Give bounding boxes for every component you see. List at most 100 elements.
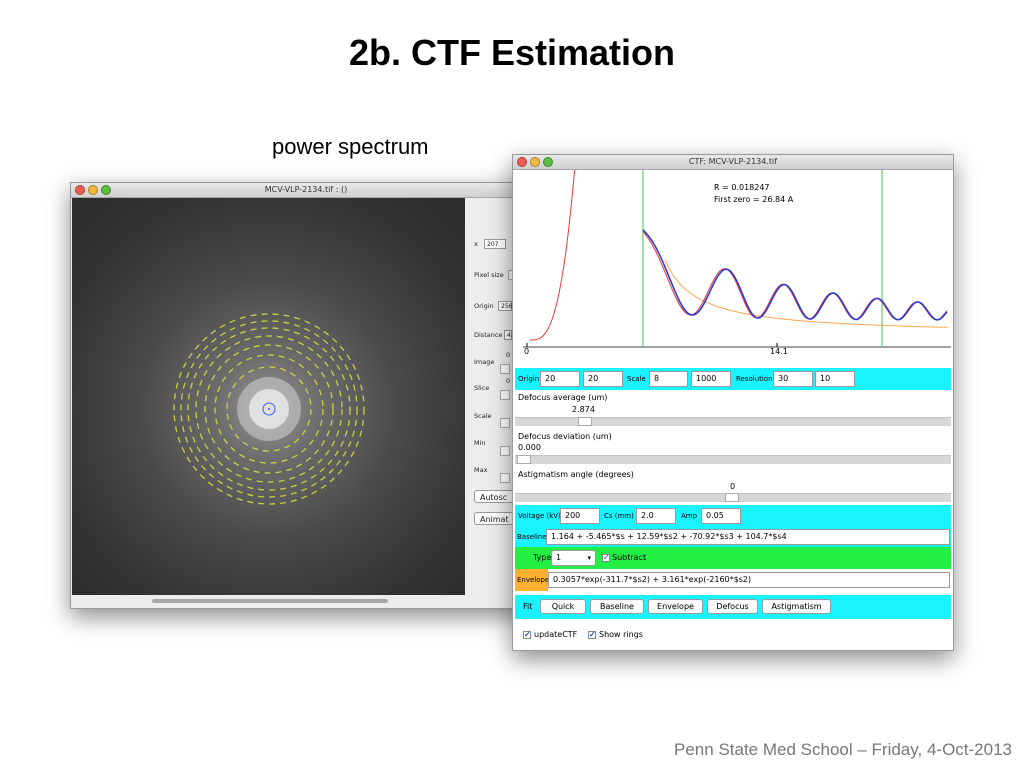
show-rings-label: Show rings <box>599 630 643 639</box>
scale-slider[interactable] <box>500 418 510 428</box>
window-controls <box>517 157 556 167</box>
slice-slider[interactable] <box>500 390 510 400</box>
resolution-label: Resolution <box>736 375 773 383</box>
min-label: Min <box>474 439 486 447</box>
ctf-window-titlebar[interactable]: CTF: MCV-VLP-2134.tif <box>513 155 953 170</box>
x-tick-0: 0 <box>524 347 529 356</box>
ctf-ring-5 <box>187 327 351 491</box>
amp-field[interactable]: 0.05 <box>701 508 741 524</box>
defocus-average-thumb[interactable] <box>578 417 592 426</box>
x-label: x <box>474 240 478 248</box>
update-ctf-checkbox[interactable]: ✓ <box>523 630 531 639</box>
astigmatism-angle-value: 0 <box>730 482 736 491</box>
minimize-icon[interactable] <box>530 157 540 167</box>
x-field[interactable]: 207 <box>484 239 506 249</box>
fit-astigmatism-button[interactable]: Astigmatism <box>762 599 831 614</box>
ctf-plot-svg: R = 0.018247 First zero = 26.84 A 0 14.1 <box>523 170 951 356</box>
power-spectrum-caption: power spectrum <box>272 134 429 159</box>
window-controls <box>75 185 114 195</box>
show-rings-checkbox[interactable]: ✓ <box>588 630 596 639</box>
cs-field[interactable]: 2.0 <box>636 508 676 524</box>
amp-label: Amp <box>681 512 698 520</box>
type-label: Type <box>533 553 552 562</box>
defocus-average-label: Defocus average (um) <box>518 393 608 402</box>
baseline-formula-field[interactable]: 1.164 + -5.465*$s + 12.59*$s2 + -70.92*$… <box>546 529 950 545</box>
scale-label: Scale <box>627 375 646 383</box>
center-dot <box>268 408 270 410</box>
max-slider[interactable] <box>500 473 510 483</box>
ctf-ring-4 <box>195 335 343 483</box>
scale-field[interactable]: 8 <box>649 371 688 387</box>
fit-quick-button[interactable]: Quick <box>540 599 586 614</box>
astigmatism-angle-label: Astigmatism angle (degrees) <box>518 470 634 479</box>
slice-value: 0 <box>506 377 511 385</box>
image-window-titlebar[interactable]: MCV-VLP-2134.tif : () <box>71 183 541 198</box>
first-zero-label: First zero = 26.84 A <box>714 195 794 204</box>
scale-max-field[interactable]: 1000 <box>691 371 731 387</box>
resolution-high-field[interactable]: 10 <box>815 371 855 387</box>
envelope-bar: Envelope 0.3057*exp(-311.7*$s2) + 3.161*… <box>515 569 951 591</box>
slide-footer: Penn State Med School – Friday, 4-Oct-20… <box>674 740 1012 759</box>
baseline-label: Baseline <box>517 533 547 541</box>
subtract-checkbox[interactable]: ✓ <box>602 553 610 562</box>
origin-y-field[interactable]: 20 <box>583 371 623 387</box>
scale-label: Scale <box>474 412 492 420</box>
cs-label: Cs (mm) <box>604 512 634 520</box>
fitted-ctf-curve <box>642 231 948 321</box>
baseline-rise-curve <box>530 170 576 341</box>
min-slider[interactable] <box>500 446 510 456</box>
resolution-low-field[interactable]: 30 <box>773 371 813 387</box>
minimize-icon[interactable] <box>88 185 98 195</box>
baseline-type-bar: Type 1 ▾ ✓ Subtract <box>515 547 951 569</box>
baseline-bar: Baseline 1.164 + -5.465*$s + 12.59*$s2 +… <box>515 527 951 547</box>
ctf-window: CTF: MCV-VLP-2134.tif R = 0.018247 First… <box>512 154 954 651</box>
envelope-label: Envelope <box>517 576 550 584</box>
fit-defocus-button[interactable]: Defocus <box>707 599 758 614</box>
distance-field[interactable]: 4. <box>504 330 513 340</box>
chevron-down-icon: ▾ <box>587 554 591 562</box>
ctf-ring-3 <box>204 344 334 474</box>
fit-baseline-button[interactable]: Baseline <box>590 599 644 614</box>
fit-label: Fit <box>523 602 533 611</box>
origin-x-field[interactable]: 20 <box>540 371 580 387</box>
x-tick-1: 14.1 <box>770 347 788 356</box>
defocus-deviation-label: Defocus deviation (um) <box>518 432 612 441</box>
zoom-icon[interactable] <box>543 157 553 167</box>
pixel-size-label: Pixel size <box>474 271 504 279</box>
defocus-average-slider[interactable] <box>515 417 951 426</box>
subtract-label: Subtract <box>612 553 647 562</box>
image-window-title: MCV-VLP-2134.tif : () <box>264 185 348 194</box>
voltage-cs-amp-bar: Voltage (kV) 200 Cs (mm) 2.0 Amp 0.05 <box>515 505 951 527</box>
fit-envelope-button[interactable]: Envelope <box>648 599 703 614</box>
slice-label: Slice <box>474 384 490 392</box>
scroll-thumb[interactable] <box>152 599 388 603</box>
defocus-deviation-thumb[interactable] <box>517 455 531 464</box>
r-value-label: R = 0.018247 <box>714 183 770 192</box>
type-select[interactable]: 1 ▾ <box>551 550 596 566</box>
origin-field[interactable]: 256 <box>498 301 512 311</box>
image-horizontal-scrollbar[interactable] <box>72 596 465 606</box>
astigmatism-angle-slider[interactable] <box>515 493 951 502</box>
close-icon[interactable] <box>517 157 527 167</box>
max-label: Max <box>474 466 488 474</box>
power-spectrum-image[interactable] <box>72 198 465 595</box>
voltage-field[interactable]: 200 <box>560 508 600 524</box>
envelope-formula-field[interactable]: 0.3057*exp(-311.7*$s2) + 3.161*exp(-2160… <box>548 572 950 588</box>
center-marker <box>262 402 276 416</box>
astigmatism-angle-thumb[interactable] <box>725 493 739 502</box>
ctf-plot[interactable]: R = 0.018247 First zero = 26.84 A 0 14.1 <box>515 170 951 368</box>
close-icon[interactable] <box>75 185 85 195</box>
fit-bar: Fit Quick Baseline Envelope Defocus Asti… <box>515 595 951 619</box>
image-value: 0 <box>506 351 511 359</box>
ctf-ring-overlay <box>173 313 365 505</box>
zoom-icon[interactable] <box>101 185 111 195</box>
defocus-deviation-slider[interactable] <box>515 455 951 464</box>
ctf-ring-6 <box>180 320 358 498</box>
origin-label: Origin <box>474 302 494 310</box>
origin-scale-resolution-bar: Origin 20 20 Scale 8 1000 Resolution 30 … <box>515 368 951 390</box>
slide-title: 2b. CTF Estimation <box>348 32 676 73</box>
image-label: Image <box>474 358 495 366</box>
image-slider[interactable] <box>500 364 510 374</box>
distance-label: Distance <box>474 331 503 339</box>
experimental-ctf-curve <box>642 229 948 321</box>
